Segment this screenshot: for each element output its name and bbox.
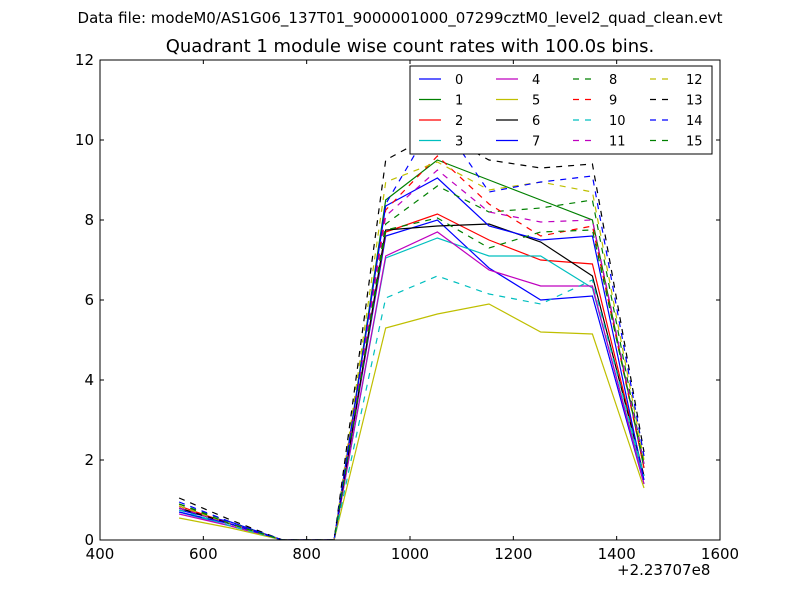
legend-label-10: 10 — [609, 114, 626, 129]
x-tick-label: 800 — [292, 545, 321, 563]
legend-label-4: 4 — [532, 73, 540, 88]
series-line-14 — [178, 114, 645, 540]
series-line-15 — [178, 217, 645, 540]
plot-lines — [178, 114, 645, 540]
series-line-13 — [178, 131, 645, 540]
series-line-12 — [178, 161, 645, 540]
series-line-11 — [178, 169, 645, 540]
y-tick-label: 10 — [75, 131, 94, 149]
y-tick-label: 12 — [75, 51, 94, 69]
chart-title: Quadrant 1 module wise count rates with … — [165, 36, 655, 57]
series-line-4 — [178, 231, 645, 540]
figure-suptitle: Data file: modeM0/AS1G06_137T01_90000010… — [77, 9, 723, 27]
legend-label-7: 7 — [532, 135, 540, 150]
series-line-6 — [178, 223, 645, 540]
series-line-0 — [178, 219, 645, 540]
y-tick-label: 0 — [84, 531, 94, 549]
y-tick-label: 4 — [84, 371, 94, 389]
legend-label-15: 15 — [686, 135, 703, 150]
y-tick-label: 6 — [84, 291, 94, 309]
legend-box — [409, 65, 713, 155]
legend-label-9: 9 — [609, 94, 617, 109]
series-line-8 — [178, 185, 645, 540]
series-line-2 — [178, 213, 645, 540]
legend-label-0: 0 — [455, 73, 463, 88]
legend-label-8: 8 — [609, 73, 617, 88]
y-tick-label: 8 — [84, 211, 94, 229]
y-tick-label: 2 — [84, 451, 94, 469]
series-line-9 — [178, 155, 645, 540]
x-axis-offset-label: +2.23707e8 — [617, 561, 711, 579]
series-line-7 — [178, 177, 645, 540]
series-line-1 — [178, 159, 645, 540]
series-line-10 — [178, 275, 645, 540]
x-tick-label: 600 — [189, 545, 218, 563]
legend-label-11: 11 — [609, 135, 626, 150]
legend-label-6: 6 — [532, 114, 540, 129]
series-line-3 — [178, 237, 645, 540]
x-tick-label: 1000 — [391, 545, 429, 563]
legend-label-2: 2 — [455, 114, 463, 129]
legend-label-13: 13 — [686, 94, 703, 109]
series-line-5 — [178, 303, 645, 540]
x-tick-label: 400 — [86, 545, 115, 563]
legend-label-3: 3 — [455, 135, 463, 150]
legend-label-1: 1 — [455, 94, 463, 109]
x-tick-label: 1400 — [598, 545, 636, 563]
legend-label-14: 14 — [686, 114, 703, 129]
legend-label-5: 5 — [532, 94, 540, 109]
x-tick-label: 1200 — [494, 545, 532, 563]
x-tick-label: 1600 — [701, 545, 739, 563]
legend-label-12: 12 — [686, 73, 703, 88]
